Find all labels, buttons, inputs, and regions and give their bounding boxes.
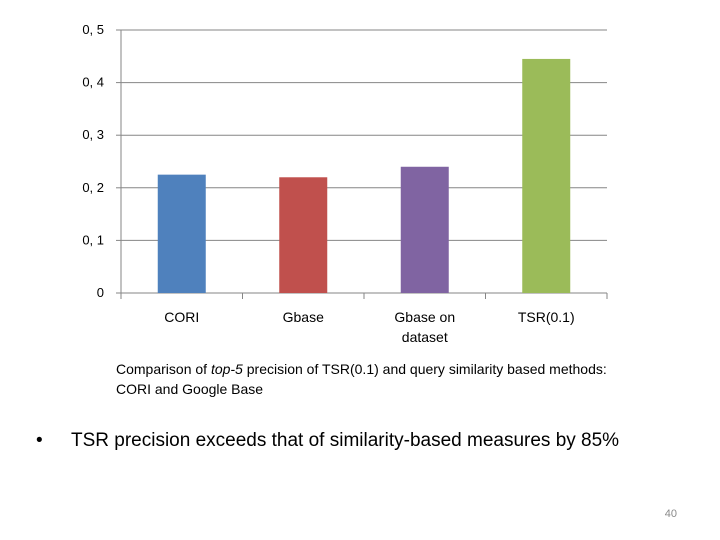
- bullet-marker: •: [36, 430, 43, 451]
- bar-gbase-on-dataset: [400, 166, 449, 293]
- bar-chart: 0 0, 1 0, 2 0, 3 0, 4 0, 5 CORI Gbase Gbase on d…: [82, 22, 608, 345]
- category-label: TSR(0.1): [518, 309, 575, 325]
- bar-tsr-0-1: [522, 58, 571, 294]
- y-tick-label: 0, 1: [82, 232, 104, 247]
- y-tick-label: 0: [97, 285, 104, 300]
- category-label: Gbase on: [394, 309, 455, 325]
- y-tick-labels: 0 0, 1 0, 2 0, 3 0, 4 0, 5: [82, 22, 104, 300]
- bullet-text: TSR precision exceeds that of similarity…: [71, 430, 620, 451]
- caption-italic: top-5: [210, 361, 243, 377]
- caption-prefix: Comparison of: [116, 361, 211, 377]
- y-tick-label: 0, 4: [82, 75, 104, 90]
- bar-gbase: [279, 177, 328, 293]
- y-tick-label: 0, 3: [82, 127, 104, 142]
- page-number: 40: [664, 508, 677, 520]
- category-label: dataset: [402, 329, 448, 345]
- bar-cori: [157, 174, 206, 293]
- y-tick-label: 0, 5: [82, 22, 104, 37]
- bullet-point: • TSR precision exceeds that of similarit…: [36, 424, 720, 457]
- y-tick-label: 0, 2: [82, 180, 104, 195]
- bars: [157, 58, 571, 294]
- category-labels: CORI Gbase Gbase on dataset TSR(0.1): [164, 309, 574, 345]
- category-label: Gbase: [283, 309, 324, 325]
- chart-caption: Comparison of top-5 precision of TSR(0.1…: [116, 359, 636, 399]
- category-label: CORI: [164, 309, 199, 325]
- caption-suffix: precision of TSR(0.1) and query similari…: [116, 361, 607, 397]
